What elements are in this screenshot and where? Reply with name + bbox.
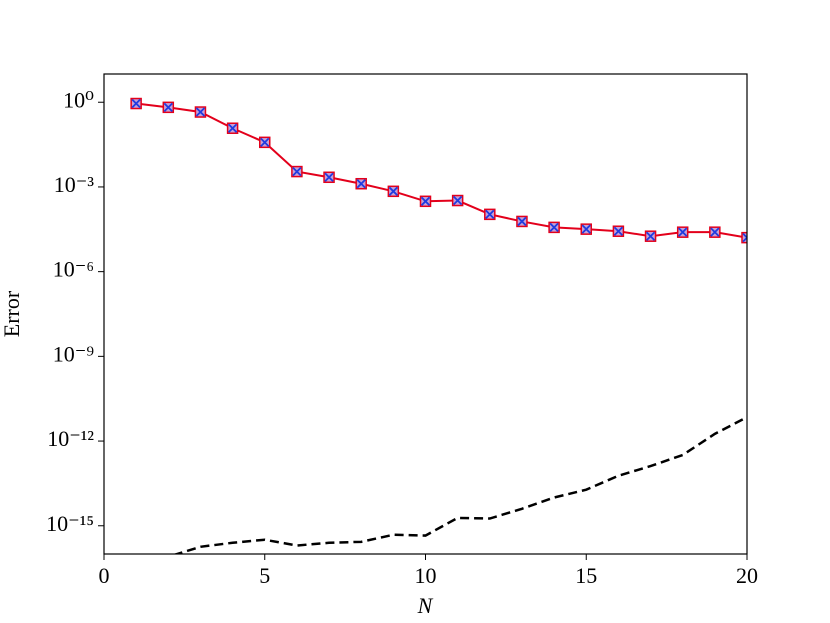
marker <box>260 137 270 147</box>
marker <box>292 166 302 177</box>
marker <box>195 107 206 117</box>
plot-area <box>130 97 747 554</box>
marker <box>645 231 656 241</box>
y-tick-label: 10⁻³ <box>54 172 95 197</box>
marker <box>549 222 559 233</box>
x-tick-label: 20 <box>736 563 758 588</box>
y-tick-label: 10⁰ <box>63 87 94 112</box>
marker <box>517 216 527 227</box>
marker <box>742 233 747 243</box>
x-tick-label: 10 <box>415 563 437 588</box>
x-tick-label: 0 <box>99 563 110 588</box>
x-axis-label: N <box>417 593 434 618</box>
marker <box>710 227 720 237</box>
marker <box>453 195 463 206</box>
y-tick-label: 10⁻⁶ <box>53 257 94 282</box>
marker <box>227 123 238 133</box>
y-tick-label: 10⁻¹² <box>47 426 94 451</box>
x-tick-label: 5 <box>259 563 270 588</box>
marker <box>356 179 366 189</box>
marker <box>163 102 173 112</box>
plot-frame <box>103 73 748 555</box>
marker <box>581 224 591 234</box>
marker <box>420 196 431 206</box>
marker <box>131 98 141 109</box>
marker <box>678 227 688 237</box>
marker <box>324 172 334 182</box>
x-tick-label: 15 <box>575 563 597 588</box>
marker <box>741 231 747 244</box>
y-tick-label: 10⁻¹⁵ <box>46 511 94 536</box>
marker <box>388 186 398 196</box>
y-tick-label: 10⁻⁹ <box>53 341 95 366</box>
marker <box>613 226 624 236</box>
marker <box>485 209 495 219</box>
series-line <box>172 416 747 554</box>
y-axis-label: Error <box>0 290 24 337</box>
